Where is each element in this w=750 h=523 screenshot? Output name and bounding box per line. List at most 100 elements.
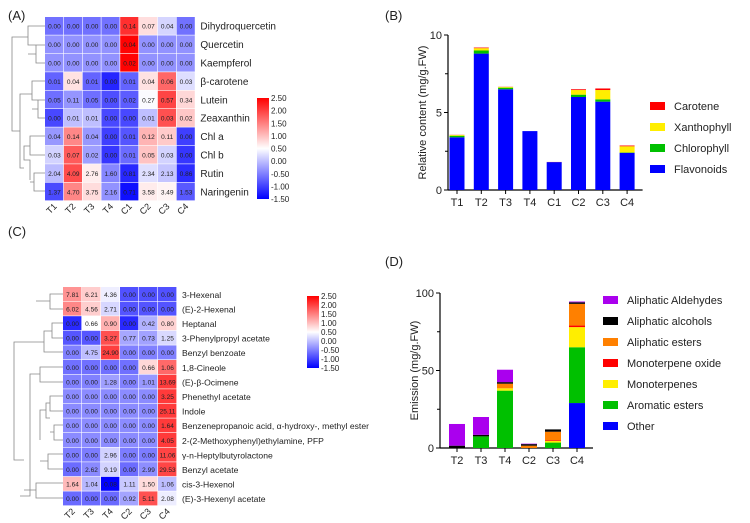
heatmap-cell: [82, 433, 101, 447]
row-label: Dihydroquercetin: [200, 22, 276, 33]
heatmap-cell: [120, 403, 139, 418]
heatmap-cell: [82, 374, 101, 389]
cell-value: 0.00: [86, 24, 99, 31]
cell-value: 0.00: [123, 306, 136, 313]
colorbar-tick: 0.50: [321, 328, 337, 337]
heatmap-cell: [139, 164, 158, 182]
cell-value: 0.00: [123, 350, 136, 357]
cell-value: 4.56: [85, 306, 98, 313]
heatmap-cell: [176, 17, 195, 35]
heatmap-cell: [120, 418, 139, 433]
cell-value: 0.00: [123, 409, 136, 416]
cell-value: 0.00: [104, 496, 117, 503]
cell-value: 0.00: [142, 350, 155, 357]
heatmap-cell: [139, 145, 158, 164]
heatmap-cell: [120, 35, 139, 54]
cell-value: 0.04: [86, 134, 99, 141]
heatmap-cell: [82, 109, 101, 127]
cell-value: 0.00: [104, 409, 117, 416]
bar-chart-d: 0 50 100 T2 T3 T4 C2 C3 C4 Emission (mg/g.FW) Alip…: [409, 288, 723, 467]
cell-value: 0.00: [66, 423, 79, 430]
cell-value: 0.04: [67, 79, 80, 86]
cell-value: 0.66: [85, 321, 98, 328]
heatmap-cell: [101, 35, 120, 54]
heatmap-cell: [176, 127, 195, 146]
x-tick-label: C2: [522, 455, 536, 467]
heatmap-cell: [176, 182, 195, 201]
cell-value: 0.08: [104, 482, 117, 489]
cell-value: 0.90: [104, 321, 117, 328]
bar-segment: [595, 101, 611, 190]
cell-value: 0.00: [123, 394, 136, 401]
cell-value: 1.64: [161, 423, 174, 430]
legend-swatch: [603, 296, 618, 304]
x-tick-label: T3: [475, 455, 488, 467]
y-tick-label: 0: [428, 443, 434, 455]
heatmap-cell: [120, 330, 139, 345]
heatmap-cell: [120, 476, 139, 491]
heatmap-cell: [157, 182, 176, 201]
y-tick-label: 5: [436, 108, 442, 120]
column-label: T3: [82, 201, 97, 216]
colorbar-tick: -1.50: [321, 364, 340, 373]
row-label: 2-(2-Methoxyphenyl)ethylamine, PFP: [182, 436, 324, 446]
x-tick-label: T4: [499, 455, 512, 467]
cell-value: 0.00: [142, 292, 155, 299]
bar-segment: [546, 162, 562, 190]
heatmap-cell: [139, 127, 158, 146]
legend-label: Carotene: [674, 101, 719, 113]
cell-value: 0.00: [66, 467, 79, 474]
cell-value: 13.69: [159, 379, 176, 386]
heatmap-cell: [157, 17, 176, 35]
heatmap-cell: [120, 345, 139, 360]
bar-segment: [545, 429, 561, 432]
legend-swatch: [603, 338, 618, 346]
legend-swatch: [603, 359, 618, 367]
x-tick-label: C3: [596, 197, 610, 209]
cell-value: 0.00: [104, 153, 117, 160]
cell-value: 1.50: [142, 482, 155, 489]
bar-segment: [521, 445, 537, 448]
cell-value: 0.00: [142, 423, 155, 430]
heatmap-cell: [63, 301, 82, 316]
heatmap-cell: [63, 72, 82, 90]
row-label: Chl a: [200, 132, 224, 143]
column-label: C2: [119, 506, 134, 521]
cell-value: 0.00: [48, 24, 61, 31]
cell-value: 25.11: [160, 409, 176, 416]
colorbar: [257, 98, 269, 199]
colorbar-tick: -1.00: [271, 182, 290, 191]
cell-value: 0.14: [123, 24, 136, 31]
cell-value: 0.00: [104, 24, 117, 31]
bar-segment: [473, 417, 489, 435]
heatmap-cell: [120, 164, 139, 182]
heatmap-cell: [101, 345, 120, 360]
colorbar-tick: 0.00: [321, 337, 337, 346]
row-label: Benzenepropanoic acid, α-hydroxy-, methy…: [182, 421, 369, 431]
cell-value: 0.00: [66, 452, 79, 459]
cell-value: 0.00: [85, 379, 98, 386]
bar-segment: [473, 434, 489, 437]
cell-value: 0.00: [66, 379, 79, 386]
heatmap-cell: [82, 345, 101, 360]
column-label: C1: [119, 201, 134, 216]
heatmap-cell: [63, 164, 82, 182]
heatmap-cell: [63, 145, 82, 164]
bar-segment: [473, 50, 489, 54]
cell-value: 1.53: [180, 189, 193, 196]
heatmap-a: 0.00 0.00 0.00 0.00 0.14 0.07 0.04 0.00 Dihydroq…: [44, 17, 290, 217]
heatmap-cell: [82, 403, 101, 418]
heatmap-cell: [45, 145, 64, 164]
heatmap-cell: [139, 72, 158, 90]
bar-segment: [498, 89, 514, 190]
legend-swatch: [650, 165, 665, 173]
cell-value: 0.00: [161, 306, 174, 313]
heatmap-cell: [157, 90, 176, 109]
cell-value: 0.04: [48, 134, 61, 141]
heatmap-cell: [139, 109, 158, 127]
legend-swatch: [603, 317, 618, 325]
heatmap-cell: [176, 72, 195, 90]
bar-segment: [473, 436, 489, 448]
heatmap-cell: [82, 301, 101, 316]
legend-label: Xanthophyll: [674, 122, 732, 134]
